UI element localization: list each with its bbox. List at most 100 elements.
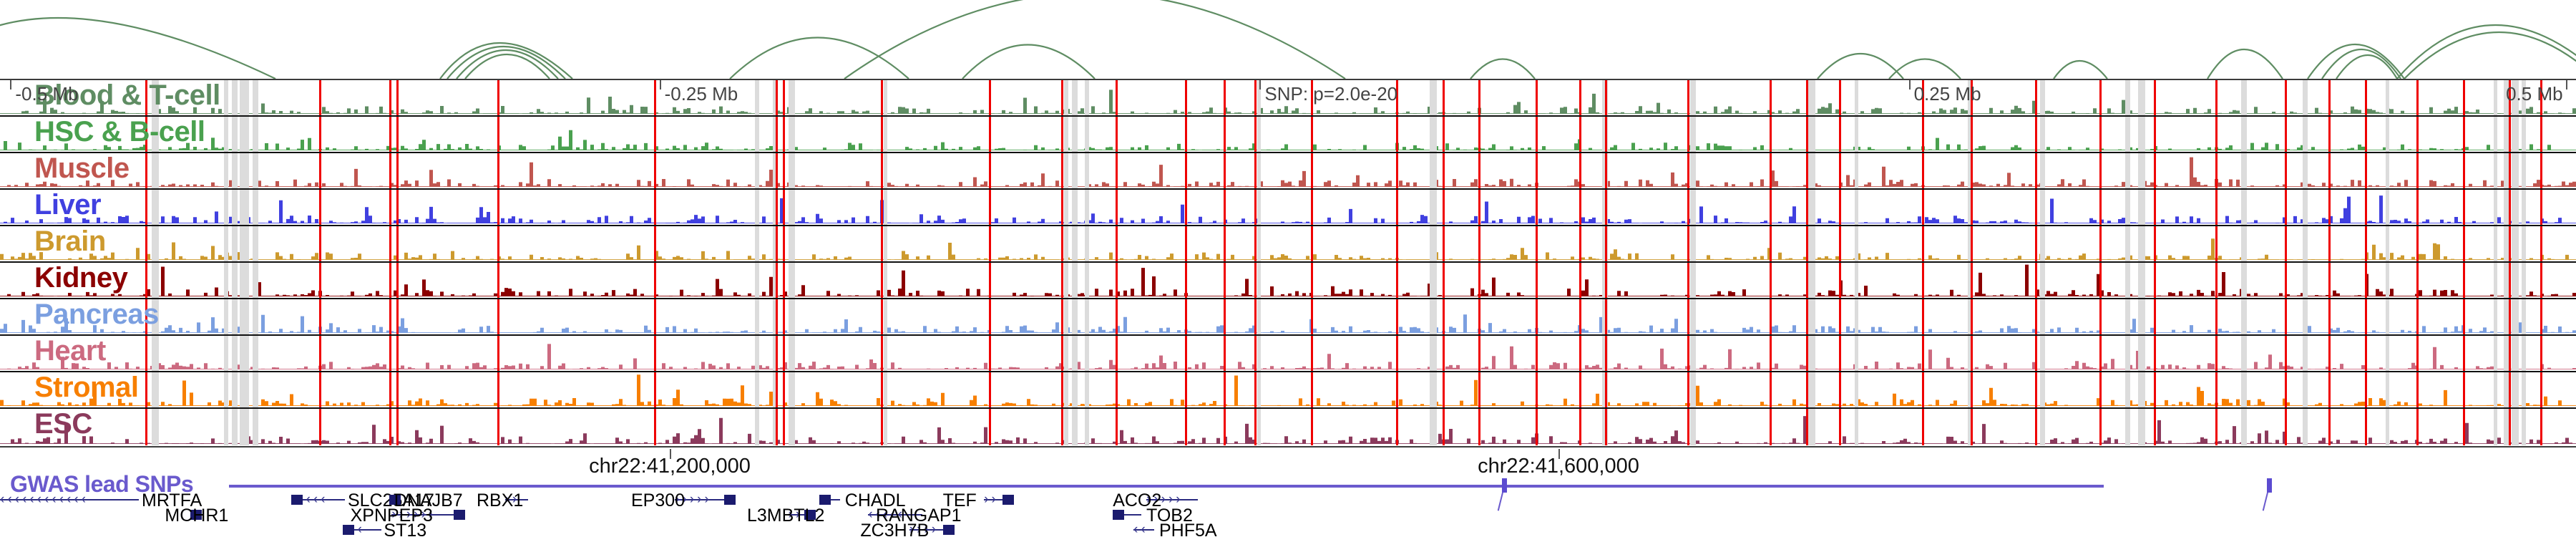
track-label-pancreas: Pancreas bbox=[34, 299, 159, 330]
gene-tob2[interactable]: ‹‹TOB2 bbox=[0, 505, 2576, 526]
gene-body-line bbox=[984, 499, 1013, 500]
signal-track-panel[interactable]: -0.5 Mb -0.25 Mb SNP: p=2.0e-20 0.25 Mb 0.5 … bbox=[0, 79, 2576, 448]
gene-body-line bbox=[504, 499, 528, 500]
track-label-kidney: Kidney bbox=[34, 263, 128, 294]
gwas-snp-marker[interactable] bbox=[2267, 478, 2272, 493]
gene-zc3h7b[interactable]: ›››› ZC3H7B bbox=[0, 521, 2576, 537]
track-label-muscle: Muscle bbox=[34, 153, 130, 184]
gene-body-line bbox=[909, 529, 953, 531]
coordinate-tick bbox=[670, 449, 671, 459]
gene-body-line bbox=[1133, 529, 1154, 531]
gene-strand-arrows: ‹‹ bbox=[1133, 523, 1148, 537]
coordinate-label: chr22:41,200,000 bbox=[589, 455, 751, 478]
gene-l3mbtl2[interactable]: ›› L3MBTL2 bbox=[0, 505, 2576, 526]
coordinate-tick bbox=[1558, 449, 1560, 459]
signal-track-liver[interactable]: Liver bbox=[0, 190, 2576, 226]
track-label-blood-t-cell: Blood & T-cell bbox=[34, 80, 220, 111]
gwas-snp-marker[interactable] bbox=[1501, 478, 1507, 493]
track-label-brain: Brain bbox=[34, 226, 106, 257]
gene-label: ST13 bbox=[384, 521, 427, 537]
gene-exon-block bbox=[342, 525, 354, 535]
gene-label: RANGAP1 bbox=[876, 505, 962, 526]
gene-strand-arrows: ›› bbox=[788, 508, 804, 522]
gene-exon-block bbox=[724, 495, 736, 505]
gene-exon-block bbox=[1002, 495, 1014, 505]
track-label-liver: Liver bbox=[34, 190, 102, 221]
gene-body-line bbox=[291, 499, 346, 500]
gene-exon-block bbox=[804, 510, 816, 520]
gene-exon-block bbox=[1113, 510, 1125, 520]
track-signal-profile bbox=[0, 117, 2576, 152]
track-label-stromal: Stromal bbox=[34, 372, 139, 403]
gene-body-line bbox=[868, 514, 922, 516]
gene-label: TEF bbox=[942, 490, 977, 511]
gene-annotation-track[interactable]: ‹‹‹‹‹‹‹‹‹‹‹‹MRTFA‹MCHR1‹‹‹‹‹SLC25A17‹DNA… bbox=[0, 490, 2576, 537]
gene-xpnpep3[interactable]: ›››››› XPNPEP3 bbox=[0, 505, 2576, 526]
gene-dnajb7[interactable]: ‹DNAJB7 bbox=[0, 490, 2576, 511]
gene-label: MRTFA bbox=[142, 490, 203, 511]
signal-track-hsc-b-cell[interactable]: HSC & B-cell bbox=[0, 117, 2576, 153]
signal-track-esc[interactable]: ESC bbox=[0, 409, 2576, 445]
gene-rangap1[interactable]: ‹‹‹‹‹ RANGAP1 bbox=[0, 505, 2576, 526]
chromatin-loop-arcs bbox=[0, 0, 2576, 79]
signal-track-brain[interactable]: Brain bbox=[0, 226, 2576, 263]
gene-body-line bbox=[1113, 514, 1141, 516]
coordinate-axis-bottom: chr22:41,200,000 chr22:41,600,000 bbox=[0, 449, 2576, 478]
gene-exon-block bbox=[291, 495, 303, 505]
gwas-lead-snps-track[interactable]: GWAS lead SNPs bbox=[0, 471, 2576, 511]
gene-label: L3MBTL2 bbox=[747, 505, 825, 526]
gene-strand-arrows: ‹‹‹‹‹‹‹‹‹‹‹‹ bbox=[0, 493, 89, 507]
gene-strand-arrows: ›››› bbox=[909, 523, 940, 537]
gene-exon-block bbox=[190, 510, 203, 520]
track-label-hsc-b-cell: HSC & B-cell bbox=[34, 117, 205, 147]
gene-body-line bbox=[788, 514, 814, 516]
coordinate-label: chr22:41,600,000 bbox=[1478, 455, 1639, 478]
gene-rbx1[interactable]: ›› RBX1 bbox=[0, 490, 2576, 511]
gene-label: ZC3H7B bbox=[860, 521, 930, 537]
gene-strand-arrows: ›› bbox=[504, 493, 520, 507]
gene-mchr1[interactable]: ‹MCHR1 bbox=[0, 505, 2576, 526]
track-signal-profile bbox=[0, 226, 2576, 261]
gene-mrtfa[interactable]: ‹‹‹‹‹‹‹‹‹‹‹‹ MRTFA bbox=[0, 490, 2576, 511]
signal-track-blood-t-cell[interactable]: Blood & T-cell bbox=[0, 80, 2576, 117]
gene-body-line bbox=[675, 499, 734, 500]
gene-exon-block bbox=[454, 510, 465, 520]
track-signal-profile bbox=[0, 263, 2576, 298]
gene-label: DNAJB7 bbox=[394, 490, 463, 511]
gene-chadl[interactable]: ‹‹CHADL bbox=[0, 490, 2576, 511]
gene-body-line bbox=[342, 529, 381, 531]
tracks-host: Blood & T-cell HSC & B-cell Muscle Liver Bra… bbox=[0, 80, 2576, 445]
gene-label: PHF5A bbox=[1159, 521, 1217, 537]
gene-aco2[interactable]: ››››› ACO2 bbox=[0, 490, 2576, 511]
gwas-track-label: GWAS lead SNPs bbox=[10, 471, 194, 497]
gene-body-line bbox=[1146, 499, 1198, 500]
gene-label: EP300 bbox=[631, 490, 686, 511]
track-signal-profile bbox=[0, 372, 2576, 407]
signal-track-pancreas[interactable]: Pancreas bbox=[0, 299, 2576, 336]
signal-track-muscle[interactable]: Muscle bbox=[0, 153, 2576, 190]
signal-track-heart[interactable]: Heart bbox=[0, 336, 2576, 372]
signal-track-stromal[interactable]: Stromal bbox=[0, 372, 2576, 409]
gwas-axis-line bbox=[229, 485, 2104, 488]
gene-tef[interactable]: ›› TEF bbox=[0, 490, 2576, 511]
gene-st13[interactable]: ‹‹‹ST13 bbox=[0, 521, 2576, 537]
track-label-esc: ESC bbox=[34, 409, 92, 440]
track-signal-profile bbox=[0, 190, 2576, 225]
track-signal-profile bbox=[0, 153, 2576, 188]
track-signal-profile bbox=[0, 336, 2576, 371]
gene-strand-arrows: ‹‹‹‹‹ bbox=[868, 508, 905, 522]
gene-label: XPNPEP3 bbox=[350, 505, 433, 526]
signal-track-kidney[interactable]: Kidney bbox=[0, 263, 2576, 299]
gene-label: RBX1 bbox=[477, 490, 524, 511]
gene-ep300[interactable]: ››››› EP300 bbox=[0, 490, 2576, 511]
gene-strand-arrows: ››››› bbox=[675, 493, 712, 507]
track-signal-profile bbox=[0, 299, 2576, 334]
gene-strand-arrows: ›› bbox=[984, 493, 999, 507]
gene-label: CHADL bbox=[844, 490, 906, 511]
track-label-heart: Heart bbox=[34, 336, 106, 367]
gene-exon-block bbox=[943, 525, 955, 535]
gene-label: TOB2 bbox=[1146, 505, 1193, 526]
gene-label: ACO2 bbox=[1113, 490, 1162, 511]
gene-phf5a[interactable]: ‹‹ PHF5A bbox=[0, 521, 2576, 537]
